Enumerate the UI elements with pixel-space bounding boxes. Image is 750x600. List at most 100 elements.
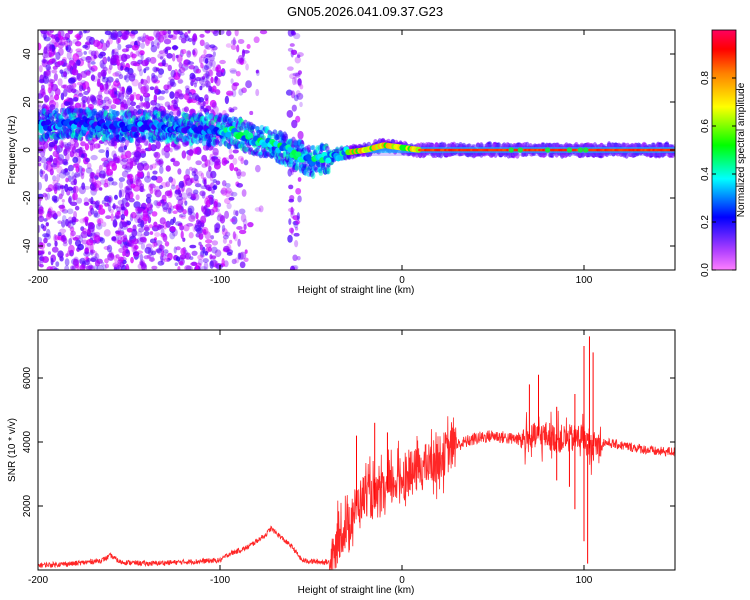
noise-speckle [107, 141, 116, 147]
noise-speckle [81, 95, 88, 103]
noise-speckle [299, 101, 303, 108]
noise-speckle [71, 265, 75, 270]
noise-speckle [123, 75, 127, 81]
noise-speckle [113, 157, 121, 164]
noise-speckle [239, 261, 246, 269]
noise-speckle [185, 187, 193, 197]
noise-speckle [297, 70, 302, 75]
noise-speckle [222, 238, 227, 244]
band-cell [184, 113, 189, 121]
noise-speckle [211, 246, 218, 254]
noise-speckle [224, 210, 230, 219]
noise-speckle [61, 198, 65, 203]
noise-speckle [57, 158, 64, 165]
noise-speckle [136, 237, 144, 245]
noise-speckle [46, 192, 51, 200]
noise-speckle [126, 227, 133, 233]
noise-speckle [38, 224, 41, 233]
noise-speckle [107, 98, 112, 105]
noise-speckle [136, 172, 144, 178]
noise-speckle [43, 46, 48, 54]
noise-speckle [52, 184, 58, 192]
noise-speckle [181, 48, 187, 55]
noise-speckle [76, 172, 84, 177]
noise-speckle [142, 237, 147, 244]
noise-speckle [174, 96, 179, 105]
noise-speckle [295, 219, 301, 225]
noise-speckle [177, 168, 182, 175]
noise-speckle [236, 44, 240, 53]
noise-speckle [131, 244, 137, 253]
ridge-node [517, 147, 523, 153]
noise-speckle [88, 198, 92, 203]
noise-speckle [118, 204, 123, 211]
noise-speckle [104, 258, 109, 264]
noise-speckle [111, 30, 118, 39]
noise-speckle [229, 108, 235, 113]
noise-speckle [99, 51, 106, 57]
noise-speckle [292, 76, 296, 86]
noise-speckle [94, 180, 102, 188]
noise-speckle [130, 101, 137, 107]
band-cell [294, 164, 300, 171]
noise-speckle [79, 218, 86, 224]
noise-speckle [72, 192, 78, 201]
noise-speckle [118, 73, 124, 80]
noise-speckle [243, 257, 249, 263]
noise-speckle [180, 215, 186, 220]
noise-speckle [154, 85, 159, 95]
noise-speckle [169, 188, 173, 198]
noise-speckle [49, 30, 55, 34]
noise-speckle [237, 54, 244, 64]
noise-speckle [186, 50, 192, 58]
noise-speckle [110, 54, 117, 64]
noise-speckle [76, 81, 84, 86]
x-tick-label: -100 [210, 575, 230, 586]
noise-speckle [206, 184, 213, 192]
noise-speckle [38, 206, 44, 212]
noise-speckle [65, 218, 69, 227]
noise-speckle [140, 160, 148, 167]
noise-speckle [225, 182, 231, 188]
noise-speckle [82, 44, 89, 49]
noise-speckle [235, 210, 239, 217]
noise-speckle [139, 35, 147, 42]
noise-speckle [295, 187, 302, 195]
noise-speckle [115, 254, 120, 259]
noise-speckle [115, 78, 120, 83]
noise-speckle [297, 177, 302, 182]
noise-speckle [205, 70, 210, 80]
x-tick-label: -100 [210, 275, 230, 286]
noise-speckle [183, 93, 190, 100]
noise-speckle [220, 187, 228, 196]
noise-speckle [105, 149, 110, 159]
noise-speckle [172, 108, 180, 116]
noise-speckle [108, 64, 113, 70]
noise-speckle [78, 84, 84, 92]
noise-speckle [209, 173, 214, 182]
noise-speckle [43, 237, 48, 244]
noise-speckle [76, 72, 81, 80]
noise-speckle [44, 97, 48, 104]
noise-speckle [124, 163, 130, 171]
noise-speckle [111, 83, 118, 91]
noise-speckle [286, 66, 294, 71]
noise-speckle [63, 74, 68, 79]
noise-speckle [172, 102, 179, 110]
noise-speckle [146, 202, 153, 211]
noise-speckle [45, 187, 53, 193]
noise-speckle [200, 62, 204, 69]
noise-speckle [151, 250, 157, 256]
noise-speckle [107, 252, 115, 261]
noise-speckle [147, 249, 153, 257]
noise-speckle [68, 220, 74, 230]
noise-speckle [78, 30, 83, 36]
noise-speckle [133, 244, 138, 252]
noise-speckle [48, 157, 53, 163]
noise-speckle [64, 167, 69, 173]
noise-speckle [195, 264, 199, 270]
noise-speckle [64, 32, 71, 40]
figure-title: GN05.2026.041.09.37.G23 [287, 4, 443, 19]
noise-speckle [168, 34, 174, 39]
